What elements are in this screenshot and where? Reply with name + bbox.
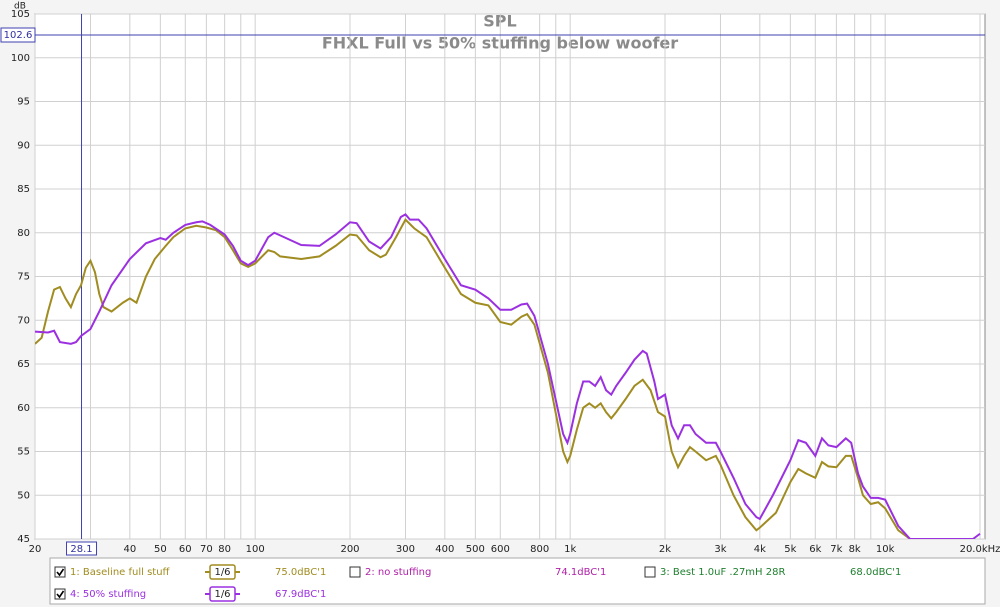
legend-level: 74.1dBC'1 — [555, 567, 606, 578]
x-tick-label: 80 — [218, 544, 231, 555]
x-tick-label: 2k — [659, 544, 671, 555]
y-tick-label: 75 — [17, 272, 30, 283]
cursor-label-box — [66, 541, 98, 556]
cursor-label-box — [0, 27, 36, 43]
x-tick-label: 800 — [530, 544, 549, 555]
x-tick-label: 20.0kHz — [960, 544, 1000, 555]
y-tick-label: 55 — [17, 447, 30, 458]
x-tick-label: 600 — [491, 544, 510, 555]
y-tick-label: 105 — [11, 9, 30, 20]
series-line — [35, 213, 981, 539]
checkmark — [56, 590, 65, 599]
x-tick-label: 500 — [466, 544, 485, 555]
x-tick-label: 70 — [200, 544, 213, 555]
x-tick-label: 200 — [340, 544, 359, 555]
x-tick-label: 40 — [123, 544, 136, 555]
x-tick-label: 4k — [754, 544, 766, 555]
series-line — [35, 217, 911, 539]
y-tick-label: 85 — [17, 184, 30, 195]
x-tick-label: 3k — [714, 544, 726, 555]
y-tick-label: 65 — [17, 359, 30, 370]
y-tick-label: 80 — [17, 228, 30, 239]
smoothing-box[interactable] — [209, 564, 236, 580]
legend-checkbox[interactable] — [54, 588, 66, 600]
legend-level: 68.0dBC'1 — [850, 567, 901, 578]
cursor-y-label: 102.6 — [4, 30, 33, 41]
y-axis-label: dB — [14, 2, 26, 12]
x-tick-label: 6k — [809, 544, 821, 555]
x-tick-label: 50 — [154, 544, 167, 555]
x-tick-label: 10k — [876, 544, 895, 555]
y-tick-label: 60 — [17, 403, 30, 414]
checkmark — [56, 568, 65, 577]
y-tick-label: 90 — [17, 140, 30, 151]
x-tick-label: 8k — [849, 544, 861, 555]
x-tick-label: 20 — [29, 544, 42, 555]
legend-label: 3: Best 1.0uF .27mH 28R — [660, 567, 785, 578]
x-tick-label: 1k — [564, 544, 576, 555]
smoothing-label: 1/6 — [214, 589, 230, 600]
x-tick-label: 60 — [179, 544, 192, 555]
x-tick-label: 400 — [435, 544, 454, 555]
y-tick-label: 70 — [17, 315, 30, 326]
x-tick-label: 7k — [830, 544, 842, 555]
y-tick-label: 100 — [11, 53, 30, 64]
x-tick-label: 5k — [784, 544, 796, 555]
legend-checkbox[interactable] — [349, 566, 361, 578]
legend — [49, 557, 986, 605]
smoothing-box[interactable] — [209, 586, 236, 602]
legend-level: 75.0dBC'1 — [275, 567, 326, 578]
y-tick-label: 50 — [17, 490, 30, 501]
x-tick-label: 100 — [246, 544, 265, 555]
x-tick-label: 300 — [396, 544, 415, 555]
legend-checkbox[interactable] — [54, 566, 66, 578]
legend-label: 4: 50% stuffing — [70, 589, 146, 600]
cursor-x-label: 28.1 — [70, 544, 92, 555]
legend-label: 1: Baseline full stuff — [70, 567, 171, 578]
legend-label: 2: no stuffing — [365, 567, 431, 578]
y-tick-label: 95 — [17, 97, 30, 108]
legend-level: 67.9dBC'1 — [275, 589, 326, 600]
smoothing-label: 1/6 — [214, 567, 230, 578]
y-tick-label: 45 — [17, 534, 30, 545]
legend-checkbox[interactable] — [644, 566, 656, 578]
